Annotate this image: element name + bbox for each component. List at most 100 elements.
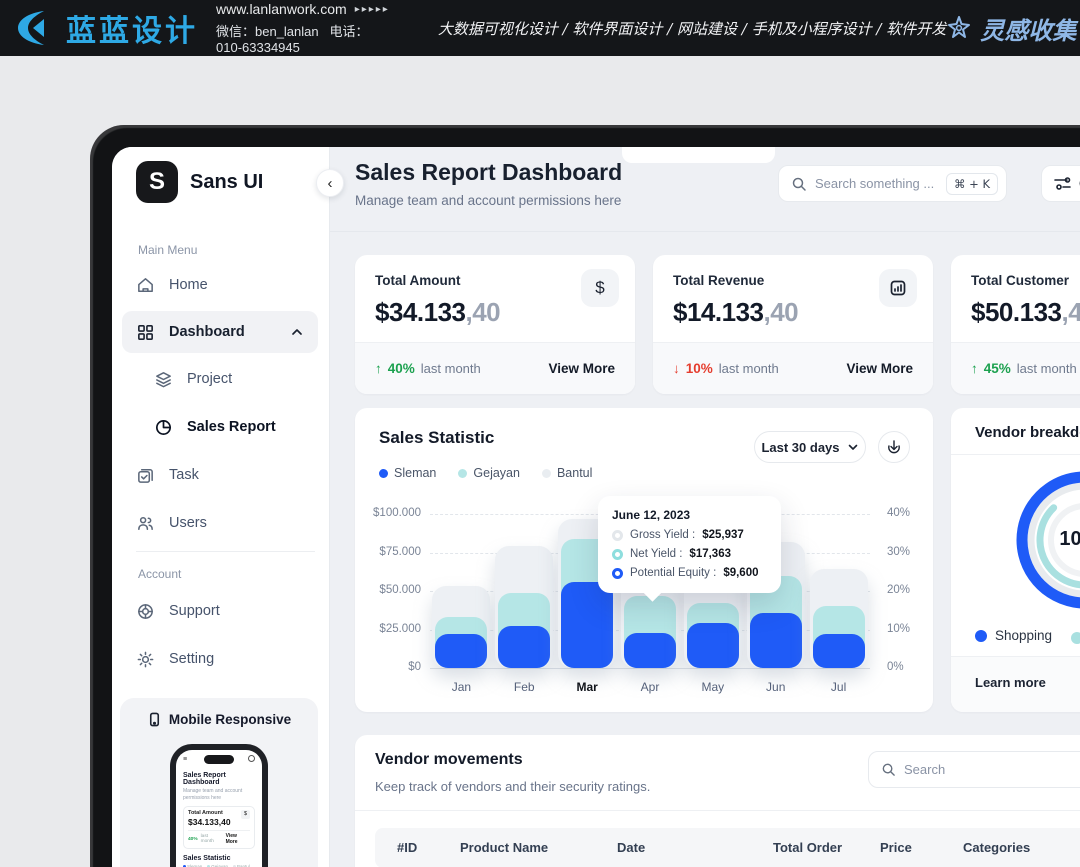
col-date[interactable]: Date [617, 840, 646, 855]
y-tick-right: 20% [887, 584, 911, 596]
mini-legend: Sleman Gejayan Bantul [183, 864, 255, 867]
customize-button[interactable]: Cu [1041, 165, 1080, 202]
sparkle-star-icon [948, 16, 971, 38]
chart-legend: Sleman Gejayan Bantul [379, 466, 592, 480]
sidebar-collapse-button[interactable]: ‹ [316, 169, 344, 197]
view-more-link[interactable]: View More [846, 361, 913, 376]
brand: 蓝蓝设计 [0, 6, 198, 50]
x-axis: Jan Feb Mar Apr May Jun Jul [430, 680, 870, 698]
col-price[interactable]: Price [880, 840, 912, 855]
global-search[interactable]: ⌘ + K [778, 165, 1007, 202]
table-search[interactable] [868, 751, 1080, 788]
legend-dot [975, 629, 987, 642]
app-logo: S [136, 161, 178, 203]
home-icon [138, 277, 153, 292]
sidebar-item-support[interactable]: Support [122, 591, 318, 631]
sales-statistic-title: Sales Statistic [379, 428, 495, 447]
promo-banner: 蓝蓝设计 www.lanlanwork.com ▸▸▸▸▸ 微信：ben_lan… [0, 0, 1080, 56]
col-categories[interactable]: Categories [963, 840, 1031, 855]
banner-arrows: ▸▸▸▸▸ [354, 3, 390, 15]
sidebar-item-home[interactable]: Home [122, 265, 318, 305]
chevron-up-icon[interactable] [290, 325, 304, 339]
view-more-link[interactable]: View More [548, 361, 615, 376]
mini-stat-card: Total Amount $34.133,40 $ 40% last month… [183, 806, 255, 849]
sales-statistic-card: Sales Statistic Sleman Gejayan Bantul [355, 408, 933, 712]
col-product-name[interactable]: Product Name [460, 840, 549, 855]
legend-dot [1071, 632, 1080, 644]
bar-chart-icon [879, 269, 917, 307]
learn-more-link[interactable]: Learn more [975, 675, 1046, 690]
sidebar-item-sales-report[interactable]: Sales Report [122, 407, 318, 447]
x-tick: Feb [513, 680, 535, 694]
trend-note: last month [718, 361, 779, 376]
header-divider [330, 231, 1080, 232]
bar-sleman-jul[interactable] [812, 634, 865, 668]
stat-value: $14.133,40 [673, 297, 799, 327]
banner-website[interactable]: www.lanlanwork.com [216, 1, 347, 17]
mobile-responsive-card: Mobile Responsive ≡ Sales Report Dashboa… [120, 698, 318, 867]
bar-sleman-feb[interactable] [498, 626, 551, 668]
bar-sleman-mar[interactable] [561, 582, 614, 668]
mini-trend: 40% [188, 836, 198, 842]
bar-sleman-apr[interactable] [624, 633, 676, 668]
stat-label: Total Customer [971, 273, 1070, 288]
sidebar-item-task[interactable]: Task [122, 455, 318, 495]
col-total-order[interactable]: Total Order [773, 840, 843, 855]
ring-icon [612, 567, 623, 579]
phone-icon [149, 712, 159, 727]
stat-value: $50.133,40 [971, 297, 1080, 327]
vendor-breakdown-card: Vendor breakdown 100% Shopping Learn mor… [951, 408, 1080, 712]
x-tick: Jan [451, 680, 472, 694]
legend-dot [379, 468, 388, 478]
banner-contact: www.lanlanwork.com ▸▸▸▸▸ 微信：ben_lanlan 电… [216, 1, 390, 55]
banner-services: 大数据可视化设计 / 软件界面设计 / 网站建设 / 手机及小程序设计 / 软件… [437, 19, 947, 38]
bar-sleman-may[interactable] [686, 623, 739, 668]
trend-pct: 45% [983, 361, 1011, 376]
sidebar-item-users[interactable]: Users [122, 503, 318, 543]
chevron-down-icon [848, 444, 857, 450]
sidebar-item-project[interactable]: Project [122, 359, 318, 399]
y-tick-left: $25.000 [379, 622, 421, 635]
download-button[interactable] [878, 431, 910, 463]
trend-note: last month [1016, 361, 1077, 376]
users-icon [138, 516, 153, 530]
stat-label: Total Revenue [673, 273, 765, 288]
search-shortcut-badge: ⌘ + K [946, 172, 998, 195]
collect-label: 灵感收集 [980, 15, 1077, 45]
page-subtitle: Manage team and account permissions here [355, 193, 622, 208]
col-id[interactable]: #ID [397, 840, 418, 855]
y-tick-right: 10% [887, 622, 911, 635]
device-frame: S Sans UI Main Menu Home Dashboard [90, 125, 1080, 867]
x-tick: Jun [766, 680, 786, 694]
date-range-dropdown[interactable]: Last 30 days [754, 431, 866, 463]
sales-chart-plot[interactable] [430, 514, 870, 669]
stat-card-total-revenue: Total Revenue $14.133,40 ↓ 10% last mont… [653, 255, 933, 394]
page-title: Sales Report Dashboard [355, 159, 623, 185]
gridline [430, 668, 870, 669]
table-search-input[interactable] [904, 762, 1080, 777]
task-check-icon [138, 468, 153, 483]
mini-view-more: View More [225, 833, 238, 845]
bar-sleman-jan[interactable] [435, 634, 488, 668]
sidebar-divider [136, 551, 315, 552]
trend-up-arrow-icon: ↑ [971, 361, 978, 376]
sidebar-item-setting[interactable]: Setting [122, 639, 318, 679]
bar-sleman-jun[interactable] [749, 613, 802, 668]
sidebar-item-label: Home [169, 277, 208, 293]
table-header-row: #ID Product Name Date Total Order Price … [375, 828, 1080, 867]
donut-center-label: 100% [1059, 528, 1080, 550]
search-icon [882, 763, 895, 776]
vendor-movements-card: Vendor movements Keep track of vendors a… [355, 735, 1080, 867]
dollar-icon: $ [581, 269, 619, 307]
legend-item-bantul: Bantul [541, 466, 592, 480]
vendor-movements-subtitle: Keep track of vendors and their security… [375, 779, 651, 794]
mini-stat-value: $34.133,40 [188, 817, 231, 827]
search-input[interactable] [815, 176, 938, 191]
sidebar-item-dashboard[interactable]: Dashboard [122, 311, 318, 353]
mini-search-icon [248, 755, 255, 762]
y-tick-left: $75.000 [379, 545, 421, 558]
x-tick: Jul [830, 680, 847, 694]
tooltip-row: Net Yield : $17,363 [612, 548, 767, 560]
collect-link[interactable]: 灵感收集 [946, 11, 1080, 46]
divider [951, 454, 1080, 455]
